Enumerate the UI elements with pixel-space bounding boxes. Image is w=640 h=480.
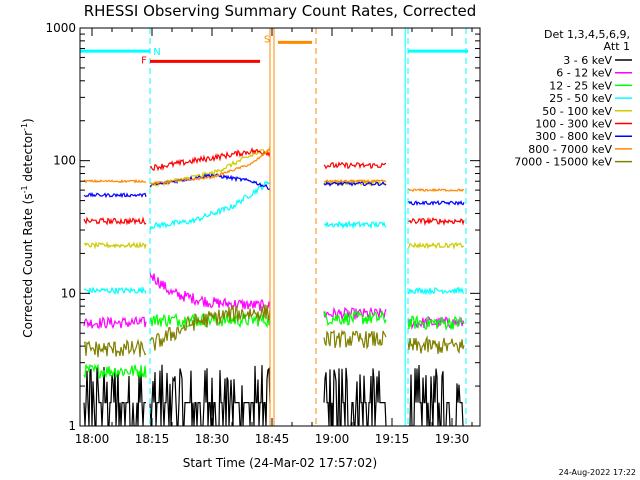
legend-entry-label: 3 - 6 keV <box>563 54 612 67</box>
series-line <box>83 315 147 330</box>
legend-entry-label: 7000 - 15000 keV <box>514 156 612 169</box>
legend-entry-label: 300 - 800 keV <box>535 130 612 143</box>
series-line <box>83 240 147 250</box>
series-line <box>83 178 147 184</box>
legend-entry-label: 100 - 300 keV <box>535 118 612 131</box>
series-line <box>149 146 271 172</box>
series-line <box>323 306 387 321</box>
series-line <box>407 335 465 355</box>
y-tick-label: 1 <box>68 419 76 433</box>
series-line <box>323 367 387 426</box>
series-800-7000keV <box>83 148 465 193</box>
y-tick-label: 1000 <box>45 21 76 35</box>
x-axis-label: Start Time (24-Mar-02 17:57:02) <box>183 456 377 470</box>
y-tick-label: 10 <box>61 286 76 300</box>
x-tick-label: 19:30 <box>435 432 470 446</box>
series-line <box>149 304 271 351</box>
series-line <box>149 148 271 186</box>
legend-header: Det 1,3,4,5,6,9, <box>544 28 630 41</box>
flag-label: S <box>264 35 270 46</box>
series-line <box>407 187 465 193</box>
x-tick-label: 18:30 <box>195 432 230 446</box>
y-axis: 1 10 100 1000 <box>45 21 480 433</box>
series-line <box>408 364 464 426</box>
x-tick-label: 19:00 <box>315 432 350 446</box>
series-line <box>323 180 387 187</box>
legend-entry-label: 800 - 7000 keV <box>528 143 612 156</box>
series-line <box>83 338 147 358</box>
series-line <box>323 161 387 170</box>
legend-entry-label: 50 - 100 keV <box>542 105 612 118</box>
x-axis: 18:00 18:15 18:30 18:45 19:00 19:15 19:30 <box>75 28 473 446</box>
series-line <box>407 216 465 227</box>
chart-title: RHESSI Observing Summary Count Rates, Co… <box>84 2 477 20</box>
series-line <box>149 180 271 230</box>
plot-frame <box>79 27 481 427</box>
series-7000-15000keV <box>83 304 465 358</box>
plot-area: NF S <box>79 27 481 427</box>
generation-date: 24-Aug-2022 17:22 <box>559 468 636 477</box>
flag-label: N <box>153 47 160 58</box>
series-line <box>323 329 387 350</box>
series-line <box>83 363 147 379</box>
series-line <box>83 285 147 295</box>
series-line <box>323 179 387 184</box>
series-line <box>149 146 271 189</box>
series-25-50keV <box>83 180 465 296</box>
series-line <box>149 271 271 312</box>
series-line <box>407 199 465 207</box>
series-line <box>149 364 271 426</box>
legend-entry-label: 12 - 25 keV <box>549 79 612 92</box>
series-line <box>83 191 147 199</box>
series-line <box>407 241 464 250</box>
y-tick-label: 100 <box>53 154 76 168</box>
series-100-300keV <box>83 146 465 227</box>
series-line <box>407 314 465 331</box>
legend-entry-label: 6 - 12 keV <box>556 67 612 80</box>
y-axis-label: Corrected Count Rate (s-1 detector-1) <box>20 118 35 337</box>
legend-entry-label: 25 - 50 keV <box>549 92 612 105</box>
legend-header: Att 1 <box>604 40 630 53</box>
series-group <box>83 146 465 426</box>
series-line <box>83 216 147 226</box>
x-tick-label: 18:00 <box>75 432 110 446</box>
x-tick-label: 18:45 <box>255 432 290 446</box>
series-line <box>323 220 387 230</box>
series-line <box>323 309 387 327</box>
flag-label: F <box>141 55 147 66</box>
x-tick-label: 18:15 <box>135 432 170 446</box>
series-line <box>407 286 465 296</box>
x-tick-label: 19:15 <box>375 432 410 446</box>
